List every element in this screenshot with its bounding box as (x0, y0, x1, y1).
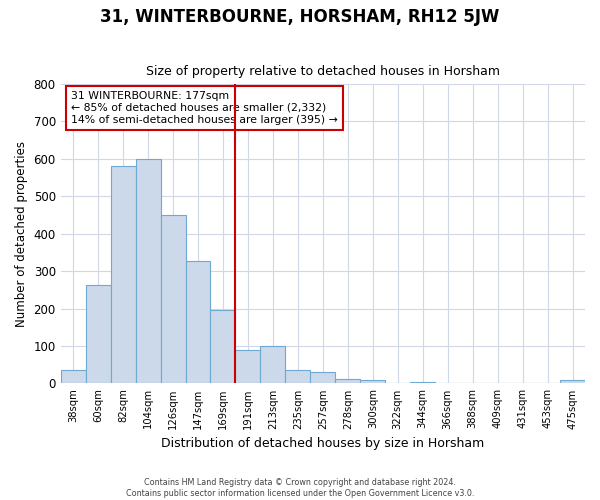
Bar (110, 166, 136, 384)
Bar (161, 215, 185, 384)
X-axis label: Distribution of detached houses by size in Horsham: Distribution of detached houses by size … (161, 437, 484, 450)
Text: Contains HM Land Registry data © Crown copyright and database right 2024.
Contai: Contains HM Land Registry data © Crown c… (126, 478, 474, 498)
Bar (86, 285, 110, 384)
Bar (310, 372, 335, 384)
Bar (410, 382, 435, 384)
Bar (560, 380, 585, 384)
Y-axis label: Number of detached properties: Number of detached properties (15, 140, 28, 326)
Bar (286, 370, 310, 384)
Bar (136, 158, 161, 384)
Bar (61, 370, 86, 384)
Bar (360, 380, 385, 384)
Bar (211, 310, 235, 384)
Title: Size of property relative to detached houses in Horsham: Size of property relative to detached ho… (146, 66, 500, 78)
Bar (260, 346, 286, 384)
Bar (335, 379, 360, 384)
Bar (185, 261, 211, 384)
Bar (235, 350, 260, 384)
Text: 31, WINTERBOURNE, HORSHAM, RH12 5JW: 31, WINTERBOURNE, HORSHAM, RH12 5JW (100, 8, 500, 26)
Text: 31 WINTERBOURNE: 177sqm
← 85% of detached houses are smaller (2,332)
14% of semi: 31 WINTERBOURNE: 177sqm ← 85% of detache… (71, 92, 338, 124)
